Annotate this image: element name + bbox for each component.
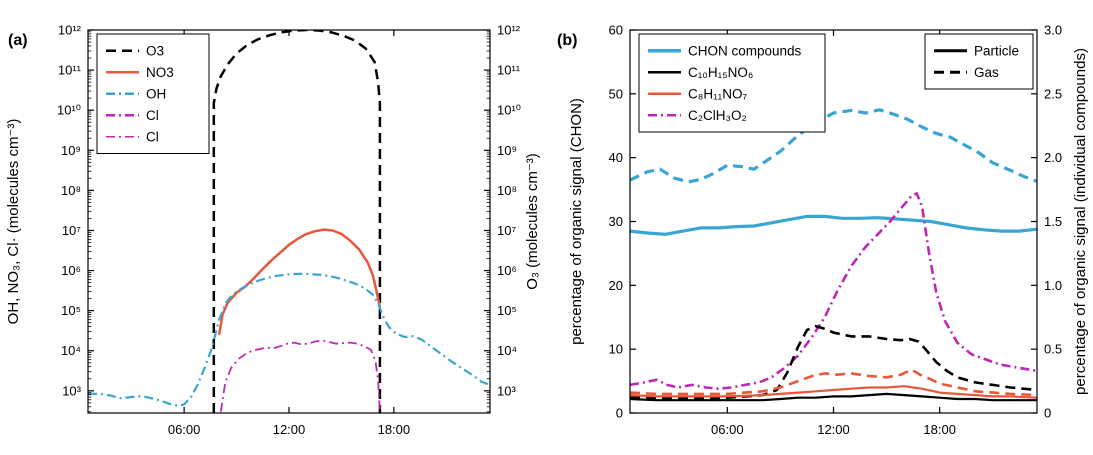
legend-label: C₂ClH₃O₂: [688, 108, 747, 123]
legend-label: Cl: [146, 129, 159, 144]
left-tick-label: 10⁴: [61, 343, 81, 358]
right-tick-label: 10⁷: [497, 223, 516, 238]
right-tick-label: 1.5: [1044, 214, 1062, 229]
left-tick-label: 0: [616, 406, 623, 421]
right-tick-label: 2.0: [1044, 150, 1062, 165]
right-tick-label: 1.0: [1044, 278, 1062, 293]
legend-label: O3: [146, 43, 164, 58]
y-right-axis-label: O₃ (molecules cm⁻³): [524, 153, 541, 290]
series-group: [630, 108, 1037, 402]
right-tick-label: 10¹⁰: [497, 103, 521, 118]
legend-label: CHON compounds: [688, 43, 802, 58]
series-line-NO3: [217, 228, 382, 336]
x-tick-label: 12:00: [817, 422, 850, 437]
series-group: [88, 30, 490, 413]
series-line-OH: [88, 272, 490, 407]
left-tick-label: 40: [609, 150, 623, 165]
x-tick-label: 18:00: [923, 422, 956, 437]
series-line-C8H11NO7-gas: [630, 368, 1037, 397]
panel-b-chart: 06:00 12:00 18:00 0 10 20 30 40 50 60 0 0.5 1.0 1.5 2.…: [557, 23, 1089, 438]
right-tick-label: 10¹²: [497, 23, 521, 38]
right-tick-label: 0: [1044, 406, 1051, 421]
right-tick-label: 10⁵: [497, 303, 517, 318]
series-line-C8H11NO7-particle: [630, 385, 1037, 399]
legend-label: NO3: [146, 65, 174, 80]
left-tick-label: 10⁷: [62, 223, 81, 238]
right-tick-label: 2.5: [1044, 86, 1062, 101]
left-tick-label: 10⁵: [61, 303, 81, 318]
right-tick-label: 10³: [497, 383, 516, 398]
y-left-axis-label: OH, NO₃, Cl· (molecules cm⁻³): [5, 119, 22, 325]
series-line-Cl: [219, 339, 381, 412]
legend-box: [924, 33, 1034, 90]
legend-label: Cl: [146, 108, 159, 123]
left-tick-label: 10: [609, 342, 623, 357]
left-tick-label: 60: [609, 23, 623, 38]
y-left-axis-label: percentage of organic signal (CHON): [568, 98, 585, 345]
left-tick-label: 30: [609, 214, 623, 229]
legend-box: [96, 33, 210, 154]
left-tick-label: 10³: [62, 383, 81, 398]
right-tick-label: 0.5: [1044, 342, 1062, 357]
legend-label: Gas: [974, 65, 999, 80]
left-tick-label: 20: [609, 278, 623, 293]
right-tick-label: 10¹¹: [497, 63, 521, 78]
legend-label: OH: [146, 86, 166, 101]
left-tick-label: 10¹²: [58, 23, 82, 38]
left-tick-label: 10⁹: [61, 143, 81, 158]
series-line-C10H15NO6-gas: [630, 324, 1037, 401]
x-tick-label: 06:00: [711, 422, 744, 437]
left-tick-label: 50: [609, 86, 623, 101]
panel-label: (a): [8, 32, 28, 49]
y-right-axis-label: percentage of organic signal (individual…: [1072, 48, 1089, 395]
right-tick-label: 3.0: [1044, 23, 1062, 38]
left-tick-label: 10¹⁰: [57, 103, 81, 118]
legend-label: C₈H₁₁NO₇: [688, 86, 747, 101]
series-line-CHON-particle: [630, 214, 1037, 236]
left-tick-label: 10⁶: [61, 263, 81, 278]
left-tick-label: 10⁸: [61, 183, 81, 198]
right-tick-label: 10⁴: [497, 343, 517, 358]
series-line-C10H15NO6-particle: [630, 392, 1037, 402]
x-tick-label: 18:00: [378, 422, 411, 437]
x-tick-label: 06:00: [168, 422, 201, 437]
right-tick-label: 10⁶: [497, 263, 517, 278]
right-tick-label: 10⁸: [497, 183, 517, 198]
x-tick-label: 12:00: [273, 422, 306, 437]
legend-label: Particle: [974, 43, 1019, 58]
left-tick-label: 10¹¹: [58, 63, 82, 78]
series-line-CHON-gas: [630, 108, 1037, 184]
series-line-C2ClH3O2-gas: [630, 192, 1037, 391]
series-line-O3: [212, 30, 382, 413]
legend-label: C₁₀H₁₅NO₆: [688, 65, 753, 80]
panel-label: (b): [557, 32, 577, 49]
right-tick-label: 10⁹: [497, 143, 517, 158]
panel-a-chart: 06:00 12:00 18:00 10³ 10⁴ 10⁵ 10⁶ 10⁷ 10⁸ 10⁹ 10¹⁰…: [5, 23, 541, 438]
